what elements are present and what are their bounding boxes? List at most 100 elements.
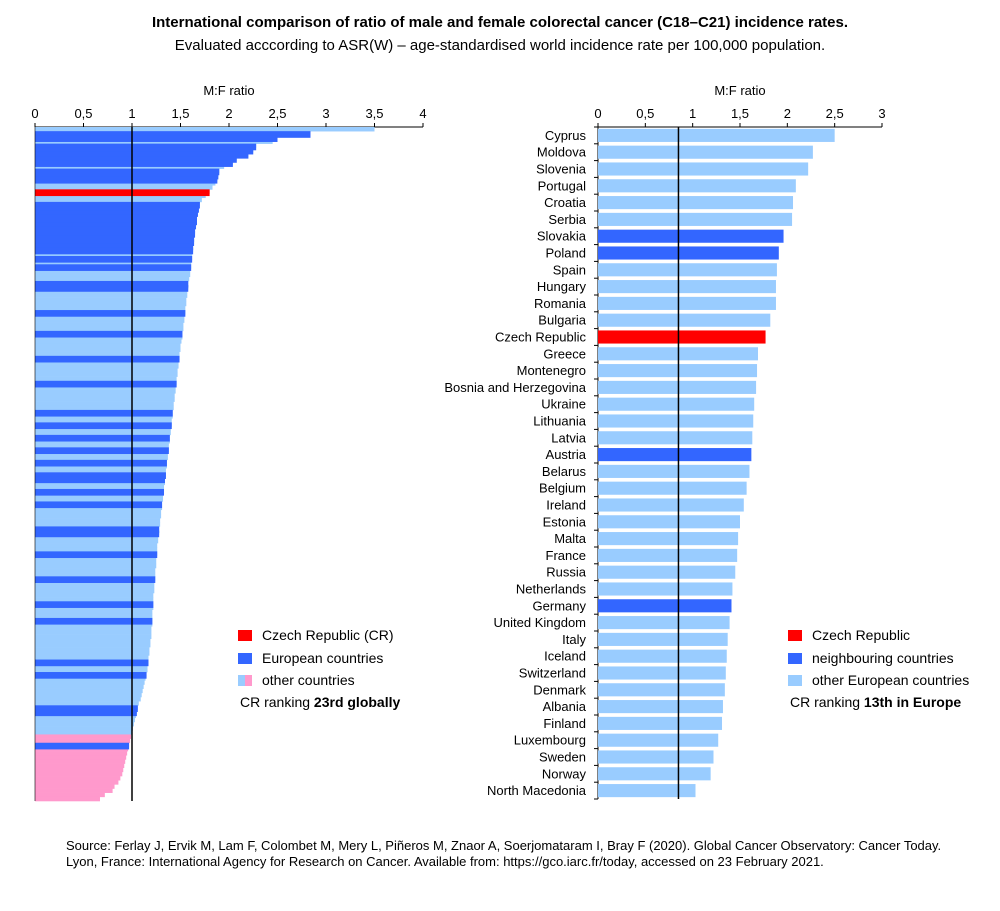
bar (35, 318, 185, 323)
category-label: Norway (542, 766, 587, 781)
legend-swatch-other (238, 675, 252, 686)
legend-swatch-other-european (788, 675, 802, 686)
category-label: North Macedonia (487, 783, 587, 798)
chart-subtitle: Evaluated acccording to ASR(W) – age-sta… (174, 37, 826, 54)
bar-european (35, 206, 199, 213)
ranking-note-global: CR ranking 23rd globally (240, 694, 400, 710)
bar (35, 513, 162, 519)
x-tick-label: 1 (128, 106, 135, 121)
x-axis-label: M:F ratio (203, 83, 254, 98)
bar-ireland (598, 498, 744, 512)
category-label: United Kingdom (494, 615, 587, 630)
chart-canvas: M:F ratio 0 0,5 1 1,5 2 2,5 3 3,5 4 M:F ratio 0 0,5… (31, 83, 886, 802)
category-label: France (546, 548, 586, 563)
bar-belgium (598, 481, 747, 495)
bar (35, 667, 148, 673)
category-label: Portugal (538, 178, 587, 193)
bar-bulgaria (598, 313, 771, 327)
bar-european (35, 214, 197, 222)
bar-ukraine (598, 397, 755, 411)
legend-label: European countries (262, 650, 384, 666)
bar (35, 351, 180, 357)
bar-european (35, 226, 196, 234)
legend-label: neighbouring countries (812, 650, 954, 666)
bar (35, 276, 190, 282)
bar (35, 372, 178, 377)
bar (35, 376, 177, 382)
bar-romania (598, 296, 776, 310)
category-label: Greece (543, 346, 586, 361)
bar (35, 389, 176, 394)
bar (35, 272, 191, 278)
x-tick-label: 0 (594, 106, 601, 121)
source-note: Source: Ferlay J, Ervik M, Lam F, Colomb… (66, 838, 942, 869)
category-label: Netherlands (516, 582, 587, 597)
bar-european (35, 380, 177, 388)
x-tick-label: 2 (225, 106, 232, 121)
x-tick-label: 3 (878, 106, 885, 121)
x-tick-label: 1 (689, 106, 696, 121)
bar (35, 717, 135, 723)
bar-north-macedonia (598, 784, 696, 798)
bar (35, 368, 178, 373)
bar (35, 497, 164, 502)
bar (35, 763, 125, 769)
bar-norway (598, 767, 711, 781)
bar (35, 680, 145, 685)
ranking-value: 23rd globally (313, 694, 401, 710)
bar-european (35, 239, 195, 246)
category-label: Bosnia and Herzegovina (444, 380, 586, 395)
bar-european (35, 131, 311, 138)
category-label: Italy (562, 632, 586, 647)
bar (35, 759, 126, 764)
bar (35, 339, 182, 344)
bar-european (35, 422, 172, 430)
bar (35, 522, 161, 527)
bar-european (35, 235, 195, 242)
bar-montenegro (598, 364, 758, 378)
bar (35, 730, 132, 735)
bar (35, 609, 153, 615)
bar-european (35, 742, 130, 750)
legend-swatch-european (238, 653, 252, 664)
ranking-prefix: CR ranking (790, 694, 864, 710)
bar (35, 684, 144, 689)
bar-european (35, 476, 165, 484)
bar-united-kingdom (598, 616, 730, 630)
bar-croatia (598, 196, 794, 210)
bar-european (35, 231, 196, 238)
bar-european (35, 147, 254, 155)
ranking-value: 13th in Europe (863, 694, 962, 710)
bar-european (35, 176, 218, 184)
category-label: Bulgaria (538, 313, 586, 328)
ranking-note-europe: CR ranking 13th in Europe (790, 694, 961, 710)
bar-bosnia-and-herzegovina (598, 380, 757, 394)
legend-swatch-czech (788, 630, 802, 641)
bar-estonia (598, 515, 740, 529)
bar-european (35, 459, 167, 467)
bar-moldova (598, 145, 813, 159)
bar (35, 343, 181, 348)
bar (35, 701, 139, 706)
bar-spain (598, 263, 777, 277)
category-label: Iceland (544, 649, 586, 664)
chart-title: International comparison of ratio of mal… (151, 14, 849, 31)
category-label: Montenegro (517, 363, 586, 378)
bar (35, 518, 161, 523)
bar (35, 401, 174, 407)
x-tick-label: 2,5 (268, 106, 286, 121)
category-label: Finland (543, 716, 586, 731)
x-tick-label: 3 (322, 106, 329, 121)
bar (35, 651, 150, 656)
category-label: Slovenia (536, 162, 587, 177)
bar-european (35, 255, 193, 263)
bar (35, 418, 172, 423)
category-label: Austria (546, 447, 587, 462)
bar (35, 430, 171, 436)
bar (35, 626, 152, 631)
bar-albania (598, 700, 723, 714)
bar-european (35, 705, 138, 712)
bar-european (35, 601, 154, 608)
bar-european (35, 355, 180, 363)
bar (35, 563, 157, 569)
